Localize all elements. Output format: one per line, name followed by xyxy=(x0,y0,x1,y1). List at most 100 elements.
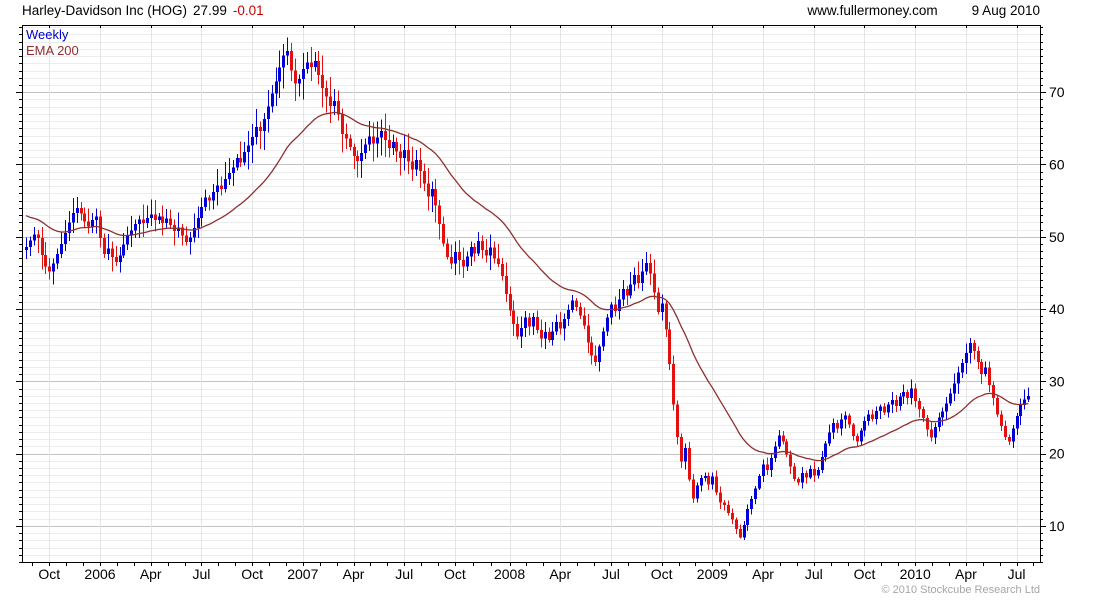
candle-body xyxy=(329,96,332,106)
candle-body xyxy=(146,217,149,224)
chart-header: Harley-Davidson Inc (HOG) 27.99 -0.01 www.… xyxy=(22,3,1078,23)
y-tick-label: 40 xyxy=(1049,301,1065,317)
candle-body xyxy=(587,325,590,343)
candle-body xyxy=(165,218,168,224)
candle-body xyxy=(782,435,785,442)
x-tick-label: Oct xyxy=(38,566,60,582)
candle-body xyxy=(247,145,250,153)
candle-body xyxy=(774,446,777,458)
candle-body xyxy=(735,519,738,529)
x-tick-label: Jul xyxy=(805,566,823,582)
candle-body xyxy=(930,429,933,438)
x-tick-label: Apr xyxy=(343,566,365,582)
x-tick-label: Apr xyxy=(549,566,571,582)
chart-legend: Weekly EMA 200 xyxy=(26,27,79,59)
candle-body xyxy=(278,67,281,82)
candle-body xyxy=(52,263,55,272)
candle-body xyxy=(629,284,632,296)
candle-body xyxy=(602,331,605,347)
price-change: -0.01 xyxy=(232,3,264,18)
title-block: Harley-Davidson Inc (HOG) 27.99 -0.01 xyxy=(22,3,264,18)
candle-body xyxy=(661,303,664,312)
candle-body xyxy=(824,443,827,458)
candle-body xyxy=(856,436,859,442)
candle-body xyxy=(743,525,746,538)
candle-body xyxy=(618,299,621,312)
candle-body xyxy=(364,144,367,153)
candle-body xyxy=(376,137,379,144)
candle-body xyxy=(676,404,679,437)
candle-body xyxy=(918,400,921,409)
candle-body xyxy=(727,504,730,513)
candle-body xyxy=(1008,436,1011,442)
candle-body xyxy=(805,473,808,478)
candle-body xyxy=(275,81,278,94)
candle-body xyxy=(41,238,44,255)
candle-body xyxy=(263,118,266,132)
candle-body xyxy=(953,383,956,394)
candle-body xyxy=(485,249,488,256)
candle-body xyxy=(731,512,734,520)
x-tick-label: Jul xyxy=(1008,566,1026,582)
candle-body xyxy=(64,233,67,244)
candle-body xyxy=(746,509,749,526)
candle-body xyxy=(594,355,597,362)
candle-body xyxy=(770,457,773,471)
candle-body xyxy=(434,189,437,206)
candle-body xyxy=(536,316,539,330)
candle-body xyxy=(489,247,492,256)
candle-body xyxy=(25,246,28,250)
candle-body xyxy=(739,528,742,538)
candle-body xyxy=(797,478,800,483)
candle-body xyxy=(1023,399,1026,406)
candle-body xyxy=(236,157,239,168)
candle-body xyxy=(431,189,434,197)
candle-body xyxy=(200,207,203,218)
candle-body xyxy=(606,317,609,332)
candle-body xyxy=(380,131,383,138)
candle-body xyxy=(228,173,231,179)
last-price: 27.99 xyxy=(193,3,227,18)
candle-body xyxy=(384,131,387,140)
candle-body xyxy=(672,363,675,405)
candle-body xyxy=(973,343,976,351)
candle-body xyxy=(501,264,504,276)
candle-body xyxy=(505,275,508,294)
candle-body xyxy=(622,288,625,300)
candle-body xyxy=(399,151,402,158)
candle-body xyxy=(637,275,640,284)
candle-body xyxy=(204,197,207,208)
candle-body xyxy=(575,300,578,307)
copyright-note: © 2010 Stockcube Research Ltd xyxy=(881,584,1040,596)
candle-body xyxy=(668,329,671,364)
candle-body xyxy=(493,247,496,259)
candle-body xyxy=(680,436,683,462)
candle-body xyxy=(83,213,86,222)
candle-body xyxy=(56,254,59,264)
candle-body xyxy=(934,426,937,438)
candle-body xyxy=(48,266,51,272)
candle-body xyxy=(957,372,960,384)
candle-body xyxy=(1016,416,1019,429)
candle-body xyxy=(458,251,461,260)
candle-body xyxy=(899,396,902,406)
candle-body xyxy=(852,424,855,437)
candle-body xyxy=(949,393,952,404)
y-tick-label: 30 xyxy=(1049,373,1065,389)
candle-body xyxy=(142,219,145,224)
x-tick-label: Oct xyxy=(651,566,673,582)
candle-body xyxy=(193,228,196,238)
candle-body xyxy=(567,309,570,320)
candle-body xyxy=(817,470,820,476)
candle-body xyxy=(243,152,246,163)
candle-body xyxy=(626,288,629,296)
candle-body xyxy=(197,217,200,229)
candle-body xyxy=(314,61,317,67)
candle-body xyxy=(614,304,617,312)
candle-body xyxy=(887,404,890,413)
candle-body xyxy=(813,468,816,476)
candle-body xyxy=(212,191,215,201)
candle-body xyxy=(551,331,554,341)
candle-body xyxy=(353,147,356,156)
